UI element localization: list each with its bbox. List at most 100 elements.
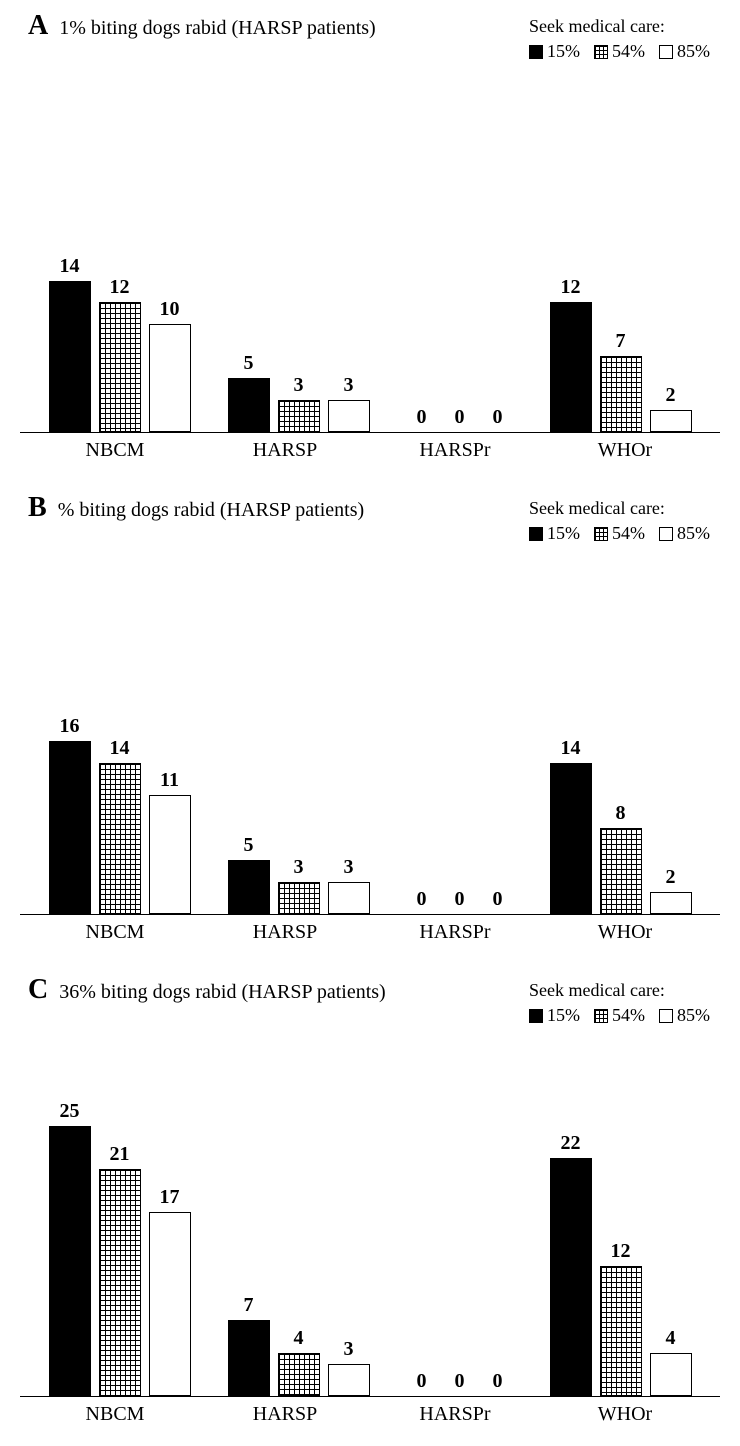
legend-swatch-outline (659, 45, 673, 59)
bar-wrap: 12 (600, 1240, 642, 1396)
legend: Seek medical care:15%54%85% (529, 498, 710, 544)
bar-value-label: 0 (455, 1370, 465, 1392)
bar-value-label: 2 (666, 866, 676, 888)
x-axis-labels: NBCMHARSPHARSPrWHOr (20, 915, 720, 944)
group-HARSPr: 000 (407, 406, 513, 432)
legend-item: 15% (529, 523, 580, 544)
bar-value-label: 7 (244, 1294, 254, 1316)
legend-row: 15% 54% 85% (529, 41, 710, 62)
bar-value-label: 5 (244, 352, 254, 374)
group-HARSP: 5 3 3 (228, 352, 370, 432)
bar-wrap: 0 (445, 888, 475, 914)
panel-B: B % biting dogs rabid (HARSP patients)Se… (20, 492, 720, 944)
bar-wrap: 0 (445, 406, 475, 432)
bar-wrap: 16 (49, 715, 91, 914)
chart: 1412105330001272 (20, 132, 720, 433)
panel-letter: C (28, 974, 48, 1005)
group-WHOr: 14 8 2 (550, 737, 692, 914)
bar-solid (228, 378, 270, 432)
group-NBCM: 14 12 10 (49, 255, 191, 432)
x-label: WHOr (550, 1403, 700, 1426)
bar-wrap: 14 (99, 737, 141, 914)
panel-A: A 1% biting dogs rabid (HARSP patients)S… (20, 10, 720, 462)
panel-title-text: % biting dogs rabid (HARSP patients) (53, 499, 364, 521)
bar-value-label: 7 (616, 330, 626, 352)
legend-row: 15%54%85% (529, 1005, 710, 1026)
chart-groups: 1412105330001272 (20, 132, 720, 432)
bar-value-label: 22 (561, 1132, 581, 1154)
bar-hatch (278, 882, 320, 914)
bar-value-label: 17 (160, 1186, 180, 1208)
bar-solid (49, 741, 91, 914)
group-WHOr: 1272 (550, 276, 692, 432)
bar-value-label: 10 (160, 298, 180, 320)
legend-label: 85% (677, 41, 710, 62)
bar-value-label: 3 (294, 856, 304, 878)
bar-wrap: 0 (407, 1370, 437, 1396)
bar-value-label: 0 (417, 888, 427, 910)
legend-swatch-hatch (594, 527, 608, 541)
group-HARSP: 533 (228, 834, 370, 914)
bar-wrap: 0 (407, 888, 437, 914)
bar-wrap: 3 (328, 1338, 370, 1396)
group-HARSP: 743 (228, 1294, 370, 1396)
group-HARSPr: 000 (407, 1370, 513, 1396)
bar-value-label: 12 (561, 276, 581, 298)
chart: 25211774300022124 (20, 1096, 720, 1397)
legend-item: 85% (659, 1005, 710, 1026)
bar-value-label: 12 (110, 276, 130, 298)
group-NBCM: 25 21 17 (49, 1100, 191, 1396)
bar-value-label: 5 (244, 834, 254, 856)
x-label: HARSP (210, 1403, 360, 1426)
bar-hatch (99, 763, 141, 914)
bar-outline (328, 1364, 370, 1396)
bar-wrap: 17 (149, 1186, 191, 1396)
bar-value-label: 3 (294, 374, 304, 396)
x-label: NBCM (40, 1403, 190, 1426)
legend-swatch-hatch (594, 45, 608, 59)
legend-label: 54% (612, 523, 645, 544)
legend: Seek medical care:15%54%85% (529, 980, 710, 1026)
bar-value-label: 16 (60, 715, 80, 737)
legend-item: 15% (529, 41, 580, 62)
bar-hatch (99, 1169, 141, 1396)
bar-value-label: 0 (455, 888, 465, 910)
bar-outline (650, 892, 692, 914)
bar-value-label: 0 (493, 406, 503, 428)
bar-wrap: 14 (550, 737, 592, 914)
bar-hatch (99, 302, 141, 432)
legend-swatch-solid (529, 527, 543, 541)
bar-value-label: 0 (493, 1370, 503, 1392)
legend-swatch-outline (659, 1009, 673, 1023)
bar-wrap: 5 (228, 352, 270, 432)
group-WHOr: 22 12 4 (550, 1132, 692, 1396)
x-axis-labels: NBCMHARSPHARSPrWHOr (20, 1397, 720, 1426)
bar-solid (49, 1126, 91, 1396)
bar-value-label: 4 (666, 1327, 676, 1349)
bar-value-label: 8 (616, 802, 626, 824)
panel-title-text: 1% biting dogs rabid (HARSP patients) (54, 17, 375, 39)
bar-wrap: 11 (149, 769, 191, 914)
x-label: HARSP (210, 439, 360, 462)
bar-value-label: 0 (493, 888, 503, 910)
bar-value-label: 14 (561, 737, 581, 759)
legend-swatch-solid (529, 1009, 543, 1023)
bar-wrap: 3 (328, 374, 370, 432)
x-label: WHOr (550, 439, 700, 462)
bar-outline (149, 795, 191, 914)
legend-label: 15% (547, 41, 580, 62)
bar-value-label: 3 (344, 1338, 354, 1360)
bar-value-label: 0 (455, 406, 465, 428)
legend-label: 54% (612, 41, 645, 62)
bar-value-label: 25 (60, 1100, 80, 1122)
bar-value-label: 21 (110, 1143, 130, 1165)
bar-solid (49, 281, 91, 432)
bar-wrap: 22 (550, 1132, 592, 1396)
bar-value-label: 11 (160, 769, 179, 791)
legend-item: 85% (659, 41, 710, 62)
bar-value-label: 14 (60, 255, 80, 277)
bar-wrap: 7 (228, 1294, 270, 1396)
bar-outline (149, 1212, 191, 1396)
bar-solid (228, 1320, 270, 1396)
bar-hatch (600, 828, 642, 914)
